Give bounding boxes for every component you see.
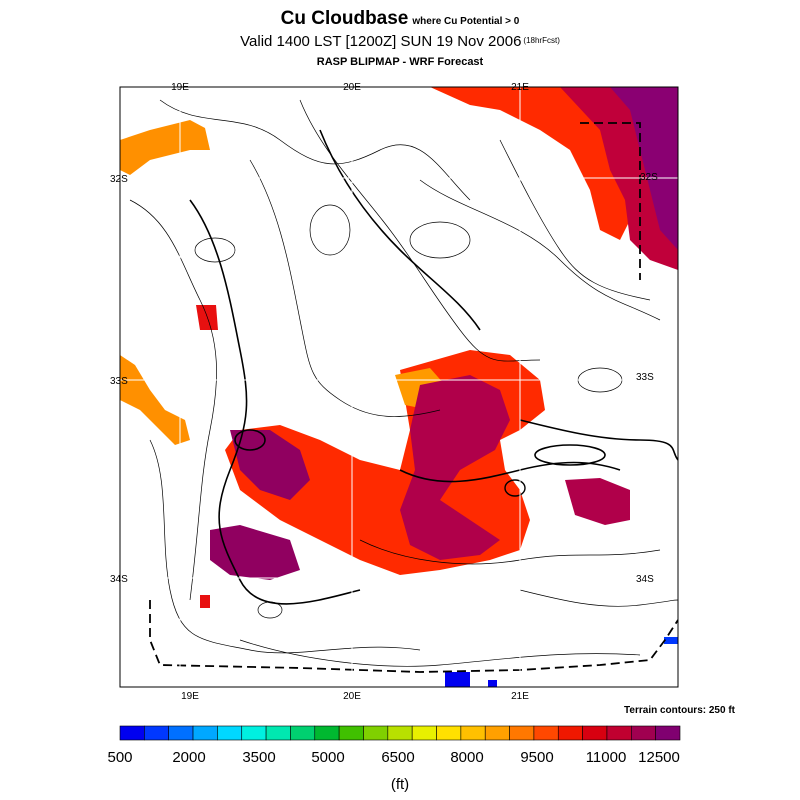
shade-central-maroon: [400, 375, 510, 560]
colorbar-swatch: [582, 725, 608, 741]
colorbar-swatch: [630, 725, 656, 741]
colorbar-label: 8000: [450, 749, 484, 766]
colorbar-swatch: [557, 725, 583, 741]
colorbar-swatch: [509, 725, 535, 741]
colorbar-swatch: [241, 725, 267, 741]
map-subtitle: RASP BLIPMAP - WRF Forecast: [316, 56, 484, 68]
lon-label-top: 20E: [343, 82, 361, 93]
colorbar-label: 5000: [311, 749, 345, 766]
shade-blue-east: [664, 637, 678, 644]
shade-sw-maroon: [210, 525, 300, 580]
lon-label-bottom: 19E: [181, 691, 199, 702]
colorbar-swatch: [484, 725, 510, 741]
valid-text: Valid 1400 LST [1200Z] SUN 19 Nov 2006: [240, 33, 522, 50]
colorbar-swatch: [460, 725, 486, 741]
boundary-line: [149, 600, 678, 673]
contour-line: [299, 99, 541, 362]
colorbar-swatch: [192, 725, 218, 741]
colorbar-label: 9500: [520, 749, 554, 766]
contour-line: [249, 159, 441, 417]
colorbar-swatch: [144, 725, 170, 741]
colorbar-swatch: [533, 725, 559, 741]
shade-ne-corner-purple: [610, 87, 678, 250]
colorbar-unit: (ft): [390, 776, 410, 793]
colorbar-swatch: [655, 725, 681, 741]
colorbar-swatch: [338, 725, 364, 741]
colorbar-swatch: [387, 725, 413, 741]
colorbar-swatch: [290, 725, 316, 741]
contour-line: [239, 639, 641, 667]
title-text: Cu Cloudbase: [280, 8, 409, 29]
contour-line: [519, 589, 678, 607]
lat-label-right: 33S: [636, 372, 654, 383]
lon-label-bottom: 21E: [511, 691, 529, 702]
contour-line: [129, 199, 217, 601]
title-note: where Cu Potential > 0: [412, 16, 520, 27]
contour-line: [319, 129, 481, 331]
colorbar-swatch: [265, 725, 291, 741]
lat-label-right: 32S: [640, 172, 658, 183]
colorbar: [119, 725, 681, 741]
colorbar-swatch: [606, 725, 632, 741]
terrain-note: Terrain contours: 250 ft: [624, 705, 735, 716]
shade-west-maroon: [230, 430, 310, 500]
contour-closed: [257, 601, 283, 619]
contour-closed: [194, 237, 236, 263]
contour-closed: [504, 479, 526, 497]
shade-east-maroon: [565, 478, 630, 525]
colorbar-swatch: [363, 725, 389, 741]
valid-time: Valid 1400 LST [1200Z] SUN 19 Nov 2006 (1…: [0, 33, 800, 50]
contour-closed: [309, 204, 351, 256]
lon-label-top: 21E: [511, 82, 529, 93]
shade-w-orange: [120, 355, 190, 445]
colorbar-label: 2000: [172, 749, 206, 766]
shade-small-red: [196, 305, 218, 330]
contour-line: [189, 199, 361, 605]
colorbar-swatch: [119, 725, 145, 741]
colorbar-swatch: [436, 725, 462, 741]
contour-line: [499, 139, 651, 301]
lon-label-top: 19E: [171, 82, 189, 93]
contour-line: [159, 99, 471, 201]
colorbar-label: 11000: [585, 749, 627, 766]
contour-closed: [534, 444, 606, 466]
lat-label-left: 32S: [110, 174, 128, 185]
contour-closed: [234, 429, 266, 451]
colorbar-label: 6500: [381, 749, 415, 766]
lat-label-right: 34S: [636, 574, 654, 585]
colorbar-label: 12500: [638, 749, 680, 766]
coastline-boundary: [149, 122, 678, 673]
forecast-note: (18hrFcst): [523, 36, 560, 45]
lon-label-bottom: 20E: [343, 691, 361, 702]
cloudbase-shading: [120, 87, 678, 687]
colorbar-swatch: [411, 725, 437, 741]
lat-label-left: 34S: [110, 574, 128, 585]
contour-line: [519, 419, 678, 461]
colorbar-swatch: [168, 725, 194, 741]
colorbar-label: 500: [107, 749, 133, 766]
contour-line: [419, 179, 661, 321]
graticule: [120, 87, 678, 687]
map-frame: [119, 86, 679, 688]
shade-sw-red-patch: [200, 595, 210, 608]
colorbar-swatch: [217, 725, 243, 741]
shade-nw-orange: [120, 120, 210, 175]
boundary-line: [580, 122, 641, 280]
colorbar-label: 3500: [242, 749, 276, 766]
shade-blue-south-2: [488, 680, 497, 687]
contour-line: [149, 439, 421, 654]
shade-ne-corner-red: [430, 87, 640, 240]
contour-closed: [409, 221, 471, 259]
lat-label-left: 33S: [110, 376, 128, 387]
shade-blue-south: [445, 672, 470, 687]
colorbar-swatch: [314, 725, 340, 741]
map-title: Cu Cloudbase where Cu Potential > 0: [0, 8, 800, 30]
